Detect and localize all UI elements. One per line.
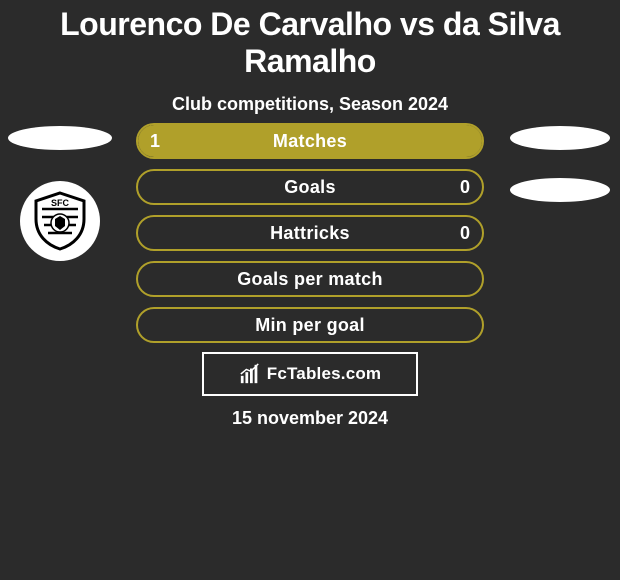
stat-row: Goals per match bbox=[0, 256, 620, 302]
chart-icon bbox=[239, 363, 261, 385]
stat-row: Min per goal bbox=[0, 302, 620, 348]
stat-bar: 0 Goals bbox=[136, 169, 484, 205]
brand-box[interactable]: FcTables.com bbox=[202, 352, 418, 396]
page-title: Lourenco De Carvalho vs da Silva Ramalho bbox=[0, 0, 620, 80]
stat-label: Goals bbox=[284, 177, 336, 198]
stat-label: Min per goal bbox=[255, 315, 365, 336]
stats-rows: 1 Matches 0 Goals 0 Hattricks Goals per match M… bbox=[0, 118, 620, 348]
stat-value-right: 0 bbox=[460, 177, 470, 198]
stat-row: 0 Goals bbox=[0, 164, 620, 210]
brand-text: FcTables.com bbox=[267, 364, 382, 384]
stat-row: 0 Hattricks bbox=[0, 210, 620, 256]
stat-value-left: 1 bbox=[150, 131, 160, 152]
stat-bar: 1 Matches bbox=[136, 123, 484, 159]
stat-value-right: 0 bbox=[460, 223, 470, 244]
stat-bar: 0 Hattricks bbox=[136, 215, 484, 251]
date-line: 15 november 2024 bbox=[0, 408, 620, 429]
stat-row: 1 Matches bbox=[0, 118, 620, 164]
comparison-card: Lourenco De Carvalho vs da Silva Ramalho… bbox=[0, 0, 620, 580]
subtitle: Club competitions, Season 2024 bbox=[0, 94, 620, 115]
stat-bar: Min per goal bbox=[136, 307, 484, 343]
stat-label: Matches bbox=[273, 131, 347, 152]
stat-label: Goals per match bbox=[237, 269, 383, 290]
stat-label: Hattricks bbox=[270, 223, 350, 244]
stat-bar: Goals per match bbox=[136, 261, 484, 297]
